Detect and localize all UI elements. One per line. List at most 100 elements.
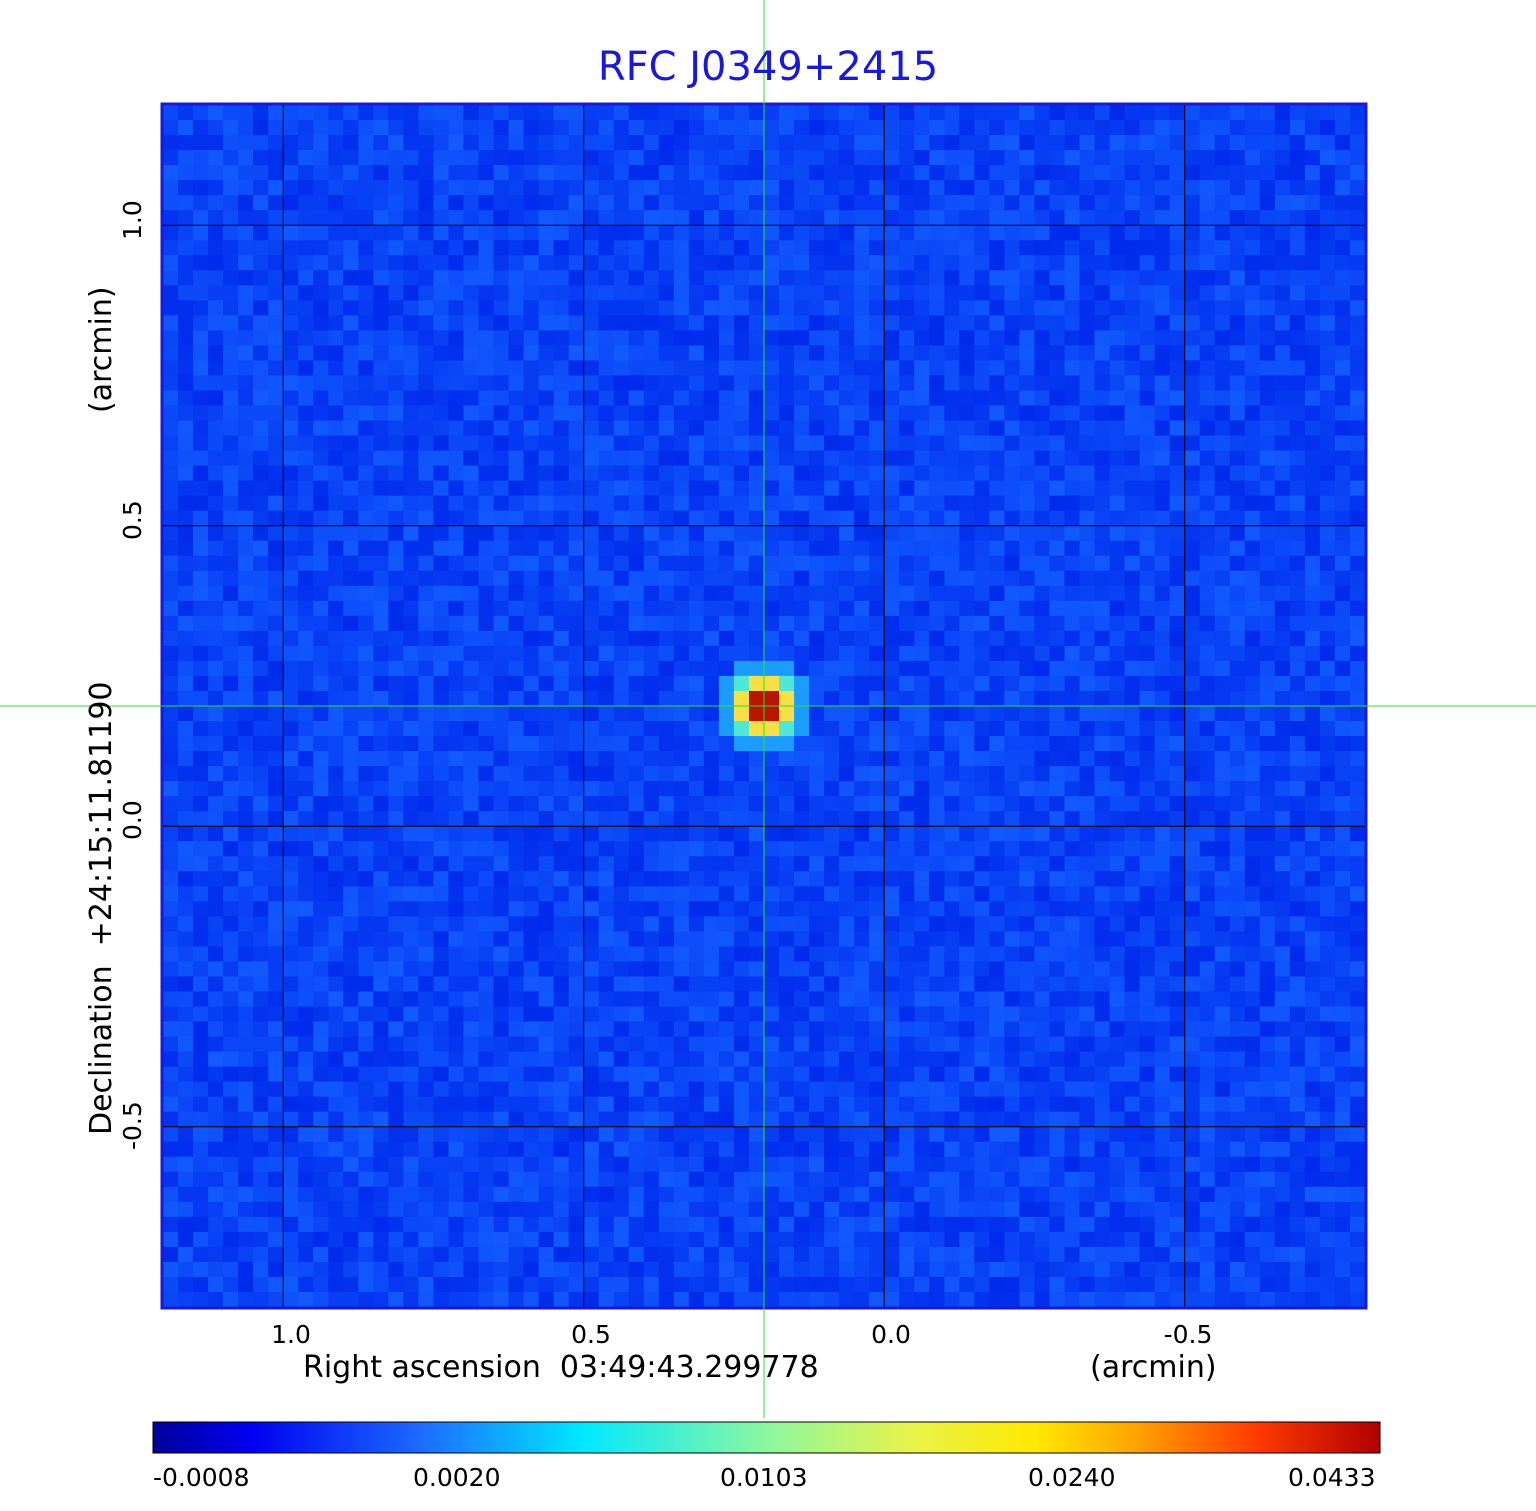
heatmap-cell <box>1319 901 1336 917</box>
heatmap-cell <box>193 180 209 196</box>
heatmap-cell <box>628 916 645 932</box>
heatmap-cell <box>1184 721 1201 737</box>
heatmap-cell <box>703 976 720 993</box>
heatmap-cell <box>238 390 254 407</box>
heatmap-cell <box>688 390 705 407</box>
heatmap-cell <box>764 856 780 872</box>
heatmap-cell <box>463 826 480 842</box>
heatmap-cell <box>809 360 825 377</box>
heatmap-cell <box>1139 210 1156 226</box>
heatmap-cell <box>1169 796 1186 812</box>
heatmap-cell <box>959 961 975 978</box>
heatmap-cell <box>1139 600 1156 617</box>
heatmap-cell <box>1319 495 1336 512</box>
heatmap-cell <box>1079 826 1096 842</box>
heatmap-cell <box>418 886 435 902</box>
heatmap-cell <box>388 525 405 542</box>
heatmap-cell <box>553 240 570 256</box>
heatmap-cell <box>298 480 314 497</box>
heatmap-cell <box>1274 585 1291 602</box>
heatmap-cell <box>268 405 284 422</box>
heatmap-cell <box>809 465 825 482</box>
heatmap-cell <box>1229 525 1246 542</box>
heatmap-cell <box>914 360 930 377</box>
heatmap-cell <box>1349 450 1366 467</box>
heatmap-cell <box>824 690 840 707</box>
heatmap-cell <box>764 135 780 151</box>
heatmap-cell <box>223 976 239 993</box>
heatmap-cell <box>733 345 750 362</box>
heatmap-cell <box>388 660 405 677</box>
heatmap-cell <box>268 465 284 482</box>
heatmap-cell <box>583 585 600 602</box>
heatmap-cell <box>388 841 405 857</box>
heatmap-cell <box>553 495 570 512</box>
heatmap-cell <box>628 420 645 437</box>
heatmap-cell <box>914 180 930 196</box>
heatmap-cell <box>583 195 600 211</box>
heatmap-cell <box>388 721 405 737</box>
heatmap-cell <box>1049 525 1066 542</box>
heatmap-cell <box>1034 1006 1051 1023</box>
heatmap-cell <box>358 525 374 542</box>
heatmap-cell <box>809 690 825 707</box>
heatmap-cell <box>613 555 630 572</box>
heatmap-cell <box>613 120 630 136</box>
heatmap-cell <box>899 796 915 812</box>
heatmap-cell <box>328 180 344 196</box>
heatmap-cell <box>899 540 915 557</box>
heatmap-cell <box>448 796 465 812</box>
heatmap-cell <box>253 555 269 572</box>
heatmap-cell <box>613 736 630 752</box>
heatmap-cell <box>373 480 389 497</box>
heatmap-cell <box>238 450 254 467</box>
heatmap-cell <box>643 120 660 136</box>
heatmap-cell <box>809 841 825 857</box>
heatmap-cell <box>733 405 750 422</box>
heatmap-cell <box>178 555 194 572</box>
heatmap-cell <box>253 435 269 452</box>
heatmap-cell <box>748 525 765 542</box>
heatmap-cell <box>1154 285 1171 301</box>
heatmap-cell <box>358 465 374 482</box>
heatmap-cell <box>733 736 750 752</box>
heatmap-cell <box>628 961 645 978</box>
heatmap-cell <box>253 330 269 347</box>
heatmap-cell <box>568 811 585 827</box>
heatmap-cell <box>703 781 720 797</box>
heatmap-cell <box>1109 630 1126 647</box>
heatmap-cell <box>1334 330 1351 347</box>
heatmap-cell <box>253 480 269 497</box>
heatmap-cell <box>1229 435 1246 452</box>
heatmap-cell <box>1319 615 1336 632</box>
heatmap-cell <box>613 270 630 286</box>
heatmap-cell <box>388 255 405 271</box>
heatmap-cell <box>929 871 945 887</box>
heatmap-cell <box>1139 781 1156 797</box>
heatmap-cell <box>764 480 780 497</box>
heatmap-cell <box>869 766 885 782</box>
heatmap-cell <box>794 706 810 722</box>
heatmap-cell <box>1109 105 1126 121</box>
heatmap-cell <box>628 660 645 677</box>
heatmap-cell <box>388 375 405 392</box>
heatmap-cell <box>508 615 525 632</box>
heatmap-cell <box>253 856 269 872</box>
heatmap-cell <box>733 510 750 527</box>
heatmap-cell <box>794 375 810 392</box>
heatmap-cell <box>283 841 299 857</box>
heatmap-cell <box>869 450 885 467</box>
heatmap-cell <box>178 465 194 482</box>
heatmap-cell <box>343 871 359 887</box>
heatmap-cell <box>643 585 660 602</box>
heatmap-cell <box>418 405 435 422</box>
heatmap-cell <box>884 360 900 377</box>
heatmap-cell <box>1274 570 1291 587</box>
heatmap-cell <box>328 751 344 767</box>
heatmap-cell <box>748 660 765 677</box>
heatmap-cell <box>523 826 540 842</box>
heatmap-cell <box>463 841 480 857</box>
heatmap-cell <box>914 826 930 842</box>
heatmap-cell <box>193 555 209 572</box>
heatmap-cell <box>613 1021 630 1038</box>
